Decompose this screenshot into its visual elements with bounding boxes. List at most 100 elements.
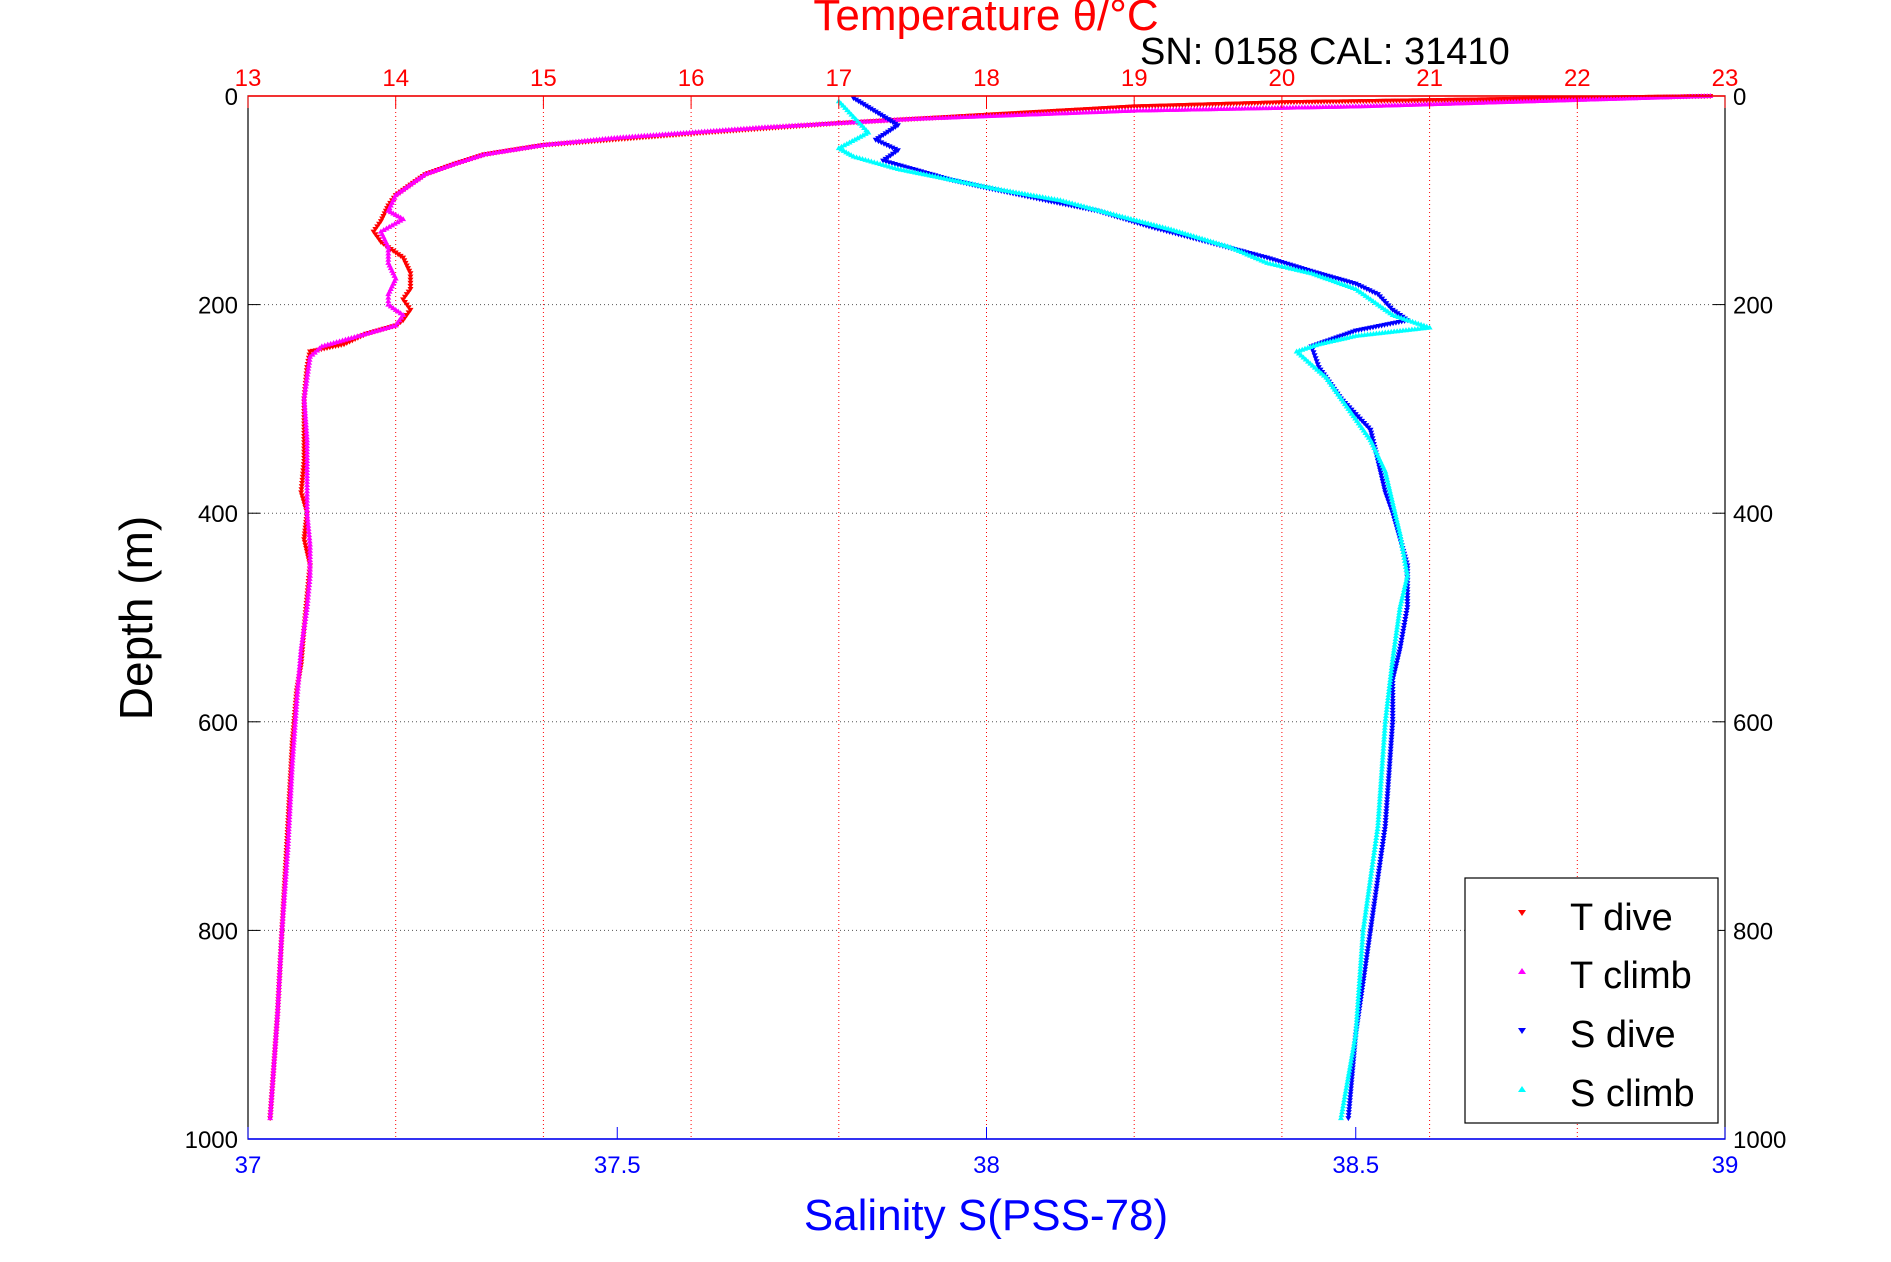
data-point: [1384, 791, 1391, 797]
y-tick-label-right: 400: [1733, 501, 1773, 528]
data-point: [287, 793, 294, 799]
data-point: [1387, 671, 1394, 677]
data-point: [1382, 718, 1389, 724]
data-point: [1382, 721, 1389, 727]
y-tick-label-left: 600: [198, 710, 238, 737]
data-point: [296, 667, 303, 673]
data-point: [302, 383, 309, 389]
data-point: [1382, 821, 1389, 827]
data-point: [1361, 285, 1368, 291]
data-point: [273, 1031, 280, 1037]
data-point: [278, 942, 285, 948]
data-point: [304, 374, 311, 380]
data-point: [1392, 633, 1399, 639]
data-point: [1378, 850, 1385, 856]
data-point: [1393, 516, 1400, 522]
data-point: [1389, 684, 1396, 690]
data-point: [1313, 359, 1320, 365]
data-point: [872, 137, 879, 143]
data-point: [304, 494, 311, 500]
data-point: [307, 569, 314, 575]
data-point: [282, 882, 289, 888]
data-point: [1389, 690, 1396, 695]
data-point: [273, 1025, 280, 1031]
data-point: [1386, 764, 1393, 770]
data-point: [886, 144, 893, 150]
data-point: [1353, 1016, 1360, 1022]
data-point: [1366, 882, 1373, 888]
data-point: [304, 461, 311, 467]
data-point: [286, 817, 293, 823]
data-point: [1395, 615, 1402, 621]
data-point: [290, 745, 297, 751]
data-point: [293, 703, 300, 709]
data-point: [407, 307, 414, 313]
data-point: [286, 808, 293, 814]
data-point: [1368, 867, 1375, 873]
data-point: [304, 478, 311, 484]
data-point: [1364, 897, 1371, 903]
data-point: [860, 102, 867, 108]
data-point: [288, 772, 295, 778]
data-point: [1349, 1068, 1356, 1074]
x-bottom-tick-label: 37: [235, 1152, 262, 1179]
data-point: [1344, 1079, 1351, 1085]
data-point: [1351, 1040, 1358, 1046]
data-point: [288, 778, 295, 784]
data-point: [1401, 584, 1408, 590]
data-point: [297, 651, 304, 657]
data-point: [1348, 1058, 1355, 1064]
data-point: [304, 446, 311, 452]
data-point: [1383, 803, 1390, 809]
data-point: [1389, 719, 1396, 725]
data-point: [403, 313, 410, 319]
data-point: [274, 1007, 281, 1013]
data-point: [1391, 644, 1398, 650]
data-point: [276, 969, 283, 975]
data-point: [1384, 477, 1391, 483]
data-point: [401, 258, 408, 264]
data-point: [267, 1103, 274, 1109]
data-point: [290, 748, 297, 754]
data-point: [1356, 975, 1363, 981]
data-point: [1390, 650, 1397, 656]
data-point: [1366, 879, 1373, 885]
data-point: [1402, 563, 1409, 569]
data-point: [1403, 608, 1410, 614]
data-point: [270, 1067, 277, 1073]
data-point: [1384, 479, 1391, 485]
data-point: [1346, 1067, 1353, 1073]
data-point: [1372, 895, 1379, 901]
data-point: [1379, 763, 1386, 769]
data-point: [346, 339, 353, 345]
data-point: [306, 582, 313, 588]
data-point: [1343, 1082, 1350, 1088]
data-point: [1372, 892, 1379, 898]
data-point: [1387, 677, 1394, 683]
data-point: [297, 658, 304, 664]
data-point: [1393, 513, 1400, 519]
data-point: [1363, 900, 1370, 906]
data-point: [274, 1016, 281, 1022]
data-point: [287, 799, 294, 805]
data-point: [1395, 612, 1402, 618]
legend-box: [1464, 877, 1719, 1124]
data-point: [1393, 661, 1400, 667]
data-point: [1359, 942, 1366, 948]
data-point: [304, 455, 311, 461]
data-point: [1362, 909, 1369, 915]
data-point: [1398, 640, 1405, 646]
data-point: [1374, 826, 1381, 832]
data-point: [304, 437, 311, 443]
data-point: [1366, 937, 1373, 943]
legend-marker-s-dive: [1518, 1028, 1526, 1034]
data-point: [1375, 808, 1382, 814]
data-point: [307, 353, 314, 359]
data-point: [857, 100, 864, 106]
data-point: [1348, 1055, 1355, 1061]
legend-marker-s-climb: [1518, 1086, 1526, 1092]
data-point: [1339, 1109, 1346, 1115]
data-point: [280, 909, 287, 915]
data-point: [301, 389, 308, 395]
data-point: [306, 532, 313, 538]
